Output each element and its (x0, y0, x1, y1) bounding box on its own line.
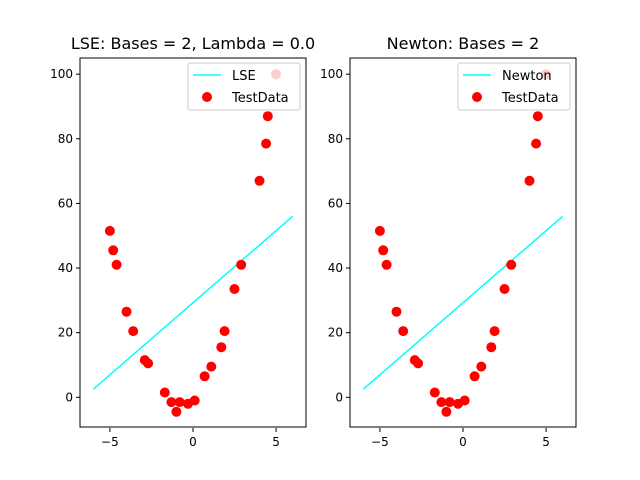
legend: Newton TestData (457, 62, 571, 111)
axis-ticks: −5 0 5 0 20 40 60 80 100 (50, 67, 280, 449)
y-tick-label: 60 (58, 196, 73, 210)
data-point (378, 245, 389, 256)
data-point (398, 326, 409, 337)
data-point (441, 406, 452, 417)
plot-marks (92, 69, 294, 417)
data-point (374, 225, 385, 236)
data-point (261, 138, 272, 149)
x-tick-label: −5 (371, 435, 389, 449)
data-point (174, 397, 185, 408)
series-line (92, 215, 294, 390)
y-tick-label: 0 (65, 390, 73, 404)
legend-label-scatter: TestData (231, 91, 289, 106)
data-point (166, 397, 177, 408)
legend-label-line: Newton (502, 69, 552, 84)
y-tick-label: 0 (335, 390, 343, 404)
y-tick-label: 20 (58, 326, 73, 340)
data-point (236, 259, 247, 270)
y-tick-label: 60 (328, 196, 343, 210)
y-tick-label: 40 (328, 261, 343, 275)
subplot-newton: Newton: Bases = 2 −5 0 5 0 20 40 60 80 100 Newto… (320, 34, 577, 449)
data-point (524, 175, 535, 186)
data-point (429, 387, 440, 398)
data-point (216, 342, 227, 353)
x-tick-label: −5 (101, 435, 119, 449)
x-tick-label: 5 (542, 435, 550, 449)
x-tick-label: 0 (459, 435, 467, 449)
data-point (171, 406, 182, 417)
data-point (229, 284, 240, 294)
data-point (128, 326, 139, 337)
legend-label-scatter: TestData (501, 91, 559, 106)
data-point (108, 245, 119, 256)
data-point (254, 175, 265, 186)
data-point (532, 111, 543, 122)
series-line (362, 215, 564, 390)
axis-ticks: −5 0 5 0 20 40 60 80 100 (320, 67, 550, 449)
y-tick-label: 40 (58, 261, 73, 275)
data-point (413, 358, 424, 369)
data-point (444, 397, 455, 408)
data-point (499, 284, 510, 294)
data-point (206, 361, 217, 372)
data-point (489, 326, 500, 337)
data-point (459, 395, 470, 406)
data-point (159, 387, 170, 398)
x-tick-label: 0 (189, 435, 197, 449)
data-point (436, 397, 447, 408)
y-tick-label: 100 (50, 67, 73, 81)
legend-marker-swatch (472, 92, 482, 102)
data-point (476, 361, 487, 372)
data-point (531, 138, 542, 149)
data-point (262, 111, 273, 122)
data-point (121, 306, 132, 317)
data-point (381, 259, 392, 270)
subplot-title: Newton: Bases = 2 (387, 34, 540, 53)
y-tick-label: 80 (58, 132, 73, 146)
subplot-lse: LSE: Bases = 2, Lambda = 0.0 −5 0 5 0 20 40 60… (50, 34, 315, 449)
data-point (506, 259, 517, 270)
data-point (104, 225, 115, 236)
y-tick-label: 100 (320, 67, 343, 81)
data-point (189, 395, 200, 406)
data-point (199, 371, 210, 382)
y-tick-label: 80 (328, 132, 343, 146)
data-point (486, 342, 497, 353)
data-point (143, 358, 154, 369)
plot-frame (349, 57, 577, 428)
legend-marker-swatch (202, 92, 212, 102)
subplot-title: LSE: Bases = 2, Lambda = 0.0 (71, 34, 315, 53)
y-tick-label: 20 (328, 326, 343, 340)
data-point (219, 326, 230, 337)
legend: LSE TestData (187, 62, 301, 111)
data-point (391, 306, 402, 317)
plot-frame (79, 57, 307, 428)
data-point (111, 259, 122, 270)
x-tick-label: 5 (272, 435, 280, 449)
data-point (469, 371, 480, 382)
legend-label-line: LSE (232, 69, 256, 84)
plot-marks (362, 69, 564, 417)
